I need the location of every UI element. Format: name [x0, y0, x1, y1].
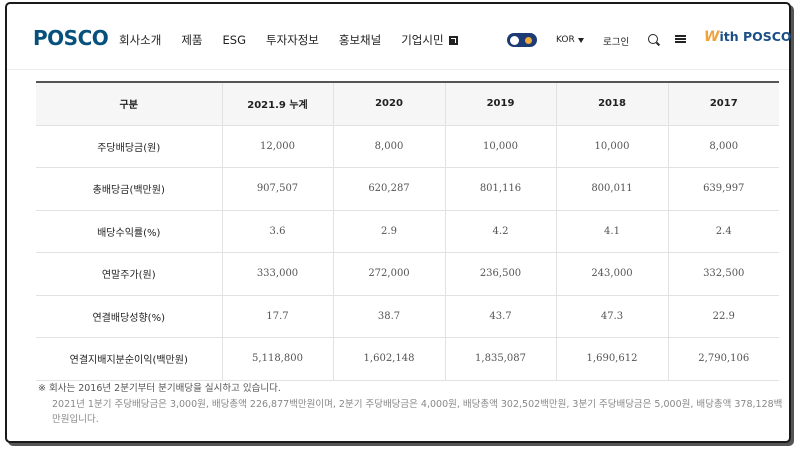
table-cell: 639,997 [667, 167, 779, 211]
table-row: 연결지배지분순이익(백만원) 5,118,800 1,602,148 1,835… [36, 337, 779, 381]
nav-esg[interactable]: ESG [222, 33, 246, 47]
dividend-table: 구분 2021.9 누계 2020 2019 2018 2017 주당배당금(원… [36, 81, 779, 381]
table-cell: 2,790,106 [667, 337, 779, 381]
nav-company[interactable]: 회사소개 [119, 33, 162, 47]
theme-toggle[interactable] [507, 33, 537, 47]
table-cell: 22.9 [667, 295, 779, 338]
footnote-main: ※ 회사는 2016년 2분기부터 분기배당을 실시하고 있습니다. [38, 383, 281, 394]
table-cell: 3.6 [221, 210, 333, 253]
hamburger-menu-icon[interactable] [675, 35, 686, 43]
table-cell: 272,000 [332, 252, 445, 296]
col-header-2019: 2019 [444, 82, 556, 126]
main-nav: 회사소개 제품 ESG 투자자정보 홍보채널 기업시민 [119, 32, 478, 48]
table-cell: 332,500 [667, 252, 779, 296]
table-cell: 1,690,612 [555, 337, 668, 381]
col-header-2017: 2017 [667, 82, 779, 126]
login-link[interactable]: 로그인 [603, 37, 630, 48]
with-posco-logo[interactable]: With POSCO [704, 29, 792, 45]
table-cell: 10,000 [555, 125, 668, 168]
row-label: 총배당금(백만원) [36, 167, 222, 211]
table-cell: 1,602,148 [332, 337, 445, 381]
toggle-knob [510, 36, 519, 45]
table-cell: 801,116 [444, 167, 556, 211]
nav-citizenship-label: 기업시민 [401, 33, 444, 47]
with-posco-text: ith POSCO [719, 29, 792, 44]
table-cell: 8,000 [667, 125, 779, 168]
table-cell: 236,500 [444, 252, 556, 296]
table-cell: 2.9 [332, 210, 445, 253]
table-cell: 12,000 [221, 125, 333, 168]
table-cell: 4.2 [444, 210, 556, 253]
col-header-2020: 2020 [332, 82, 445, 126]
table-cell: 38.7 [332, 295, 445, 338]
toggle-dot-icon [525, 37, 532, 44]
row-label: 연결지배지분순이익(백만원) [36, 337, 222, 381]
footnote-detail: 2021년 1분기 주당배당금은 3,000원, 배당총액 226,877백만원… [52, 399, 783, 425]
table-cell: 243,000 [555, 252, 668, 296]
caret-down-icon [577, 37, 584, 43]
table-cell: 2.4 [667, 210, 779, 253]
language-label: KOR [556, 35, 575, 45]
col-header-category: 구분 [36, 82, 222, 126]
site-header: POSCO 회사소개 제품 ESG 투자자정보 홍보채널 기업시민 KOR 로그… [7, 4, 792, 70]
with-posco-w: W [704, 29, 720, 45]
table-row: 총배당금(백만원) 907,507 620,287 801,116 800,01… [36, 167, 779, 211]
table-cell: 333,000 [221, 252, 333, 296]
language-select[interactable]: KOR [556, 35, 584, 45]
table-header-row: 구분 2021.9 누계 2020 2019 2018 2017 [36, 82, 779, 126]
table-row: 주당배당금(원) 12,000 8,000 10,000 10,000 8,00… [36, 125, 779, 168]
table-cell: 17.7 [221, 295, 333, 338]
table-row: 연결배당성향(%) 17.7 38.7 43.7 47.3 22.9 [36, 295, 779, 338]
table-cell: 43.7 [444, 295, 556, 338]
table-row: 배당수익률(%) 3.6 2.9 4.2 4.1 2.4 [36, 210, 779, 253]
row-label: 연말주가(원) [36, 252, 222, 296]
table-cell: 907,507 [221, 167, 333, 211]
row-label: 주당배당금(원) [36, 125, 222, 168]
nav-citizenship[interactable]: 기업시민 [401, 32, 458, 48]
external-link-icon [448, 35, 458, 45]
search-icon[interactable] [648, 34, 658, 44]
posco-logo[interactable]: POSCO [33, 26, 109, 50]
table-cell: 620,287 [332, 167, 445, 211]
col-header-2018: 2018 [555, 82, 668, 126]
table-row: 연말주가(원) 333,000 272,000 236,500 243,000 … [36, 252, 779, 296]
browser-frame: POSCO 회사소개 제품 ESG 투자자정보 홍보채널 기업시민 KOR 로그… [5, 2, 792, 443]
nav-investor[interactable]: 투자자정보 [265, 33, 319, 47]
footnotes: ※ 회사는 2016년 2분기부터 분기배당을 실시하고 있습니다. 2021년… [38, 382, 783, 427]
nav-products[interactable]: 제품 [181, 33, 203, 47]
table-cell: 8,000 [332, 125, 445, 168]
row-label: 연결배당성향(%) [36, 295, 222, 338]
nav-pr[interactable]: 홍보채널 [338, 33, 382, 47]
col-header-2021: 2021.9 누계 [221, 82, 333, 126]
table-cell: 4.1 [555, 210, 668, 253]
row-label: 배당수익률(%) [36, 210, 222, 253]
table-cell: 10,000 [444, 125, 556, 168]
table-cell: 1,835,087 [444, 337, 556, 381]
table-cell: 5,118,800 [221, 337, 333, 381]
table-cell: 47.3 [555, 295, 668, 338]
table-cell: 800,011 [555, 167, 668, 211]
